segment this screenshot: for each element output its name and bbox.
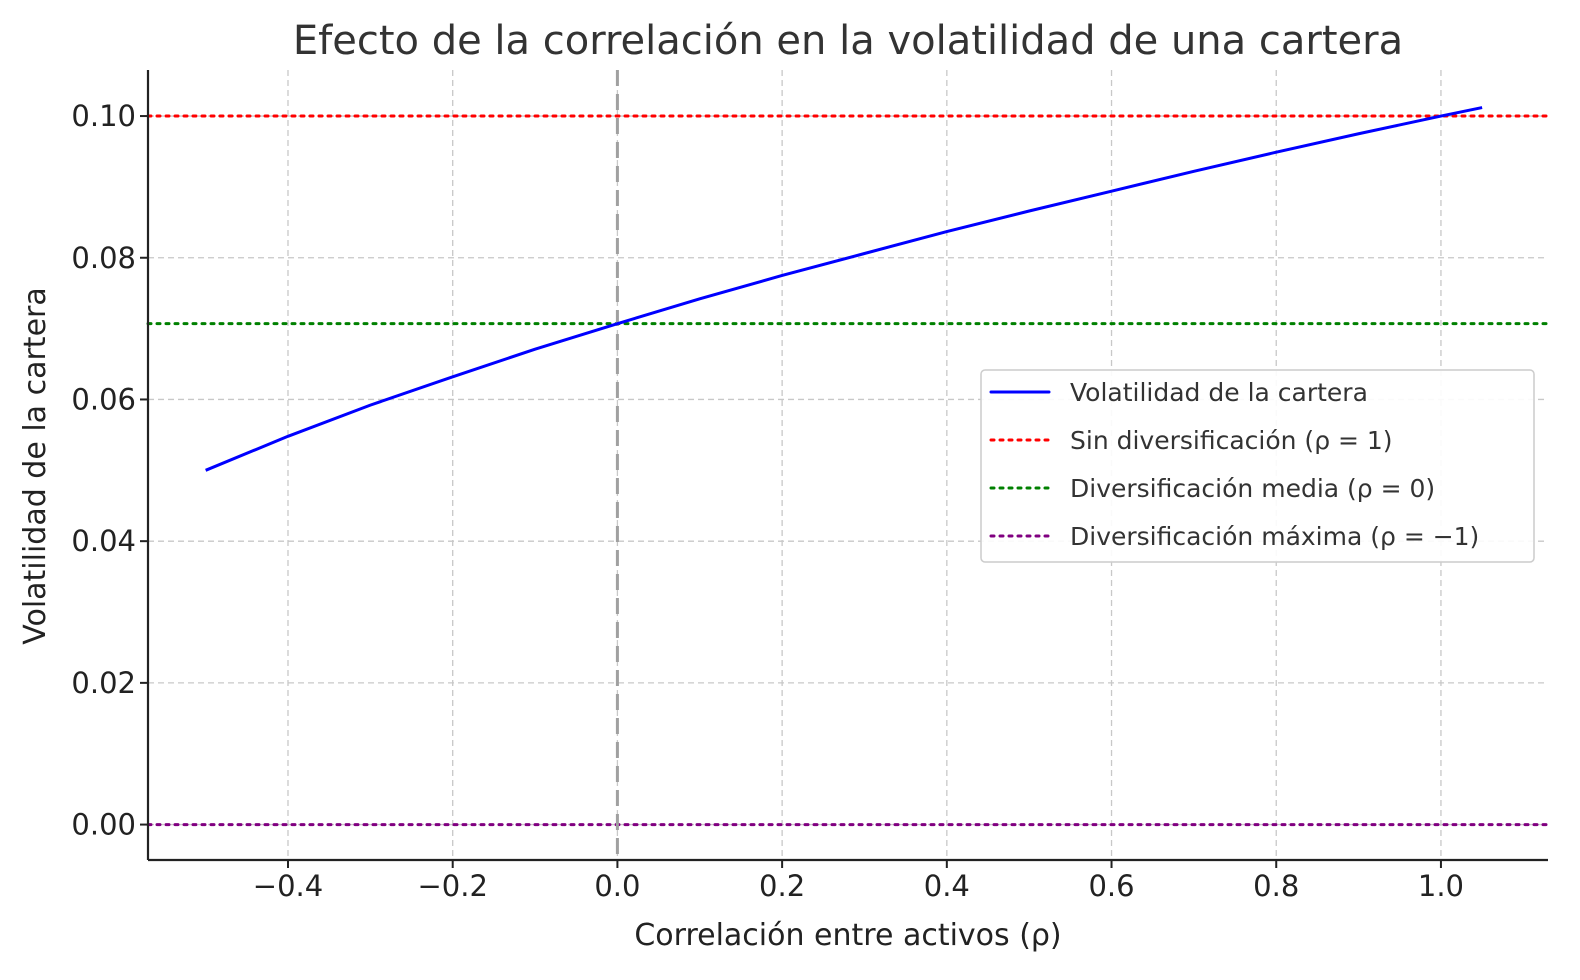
y-tick-label-5: 0.10: [71, 99, 136, 133]
x-tick-label-3: 0.2: [759, 869, 805, 903]
x-axis-label: Correlación entre activos (ρ): [634, 918, 1061, 953]
legend-box: [980, 369, 1535, 563]
y-tick-label-4: 0.08: [71, 241, 136, 275]
y-tick-label-2: 0.04: [71, 524, 136, 558]
chart-title: Efecto de la correlación en la volatilid…: [293, 18, 1403, 64]
legend-label-3: Diversificación máxima (ρ = −1): [1070, 522, 1479, 551]
series-lines: [205, 106, 1483, 472]
x-tick-label-6: 0.8: [1253, 869, 1299, 903]
y-tick-label-1: 0.02: [71, 666, 136, 700]
y-ticks: 0.00 0.02 0.04 0.06 0.08 0.10: [71, 99, 148, 842]
legend: Volatilidad de la cartera Sin diversifica…: [980, 369, 1535, 563]
y-tick-label-3: 0.06: [71, 382, 136, 416]
x-tick-label-1: −0.2: [417, 869, 487, 903]
x-tick-label-2: 0.0: [594, 869, 640, 903]
legend-label-1: Sin diversificación (ρ = 1): [1070, 426, 1393, 455]
axes: [146, 70, 1548, 862]
x-tick-label-7: 1.0: [1418, 869, 1464, 903]
y-axis-label: Volatilidad de la cartera: [18, 287, 53, 644]
x-tick-label-0: −0.4: [253, 869, 323, 903]
legend-label-0: Volatilidad de la cartera: [1070, 378, 1368, 407]
y-tick-label-0: 0.00: [71, 808, 136, 842]
legend-label-2: Diversificación media (ρ = 0): [1070, 474, 1435, 503]
x-tick-label-4: 0.4: [924, 869, 970, 903]
x-ticks: −0.4 −0.2 0.0 0.2 0.4 0.6 0.8 1.0: [253, 860, 1464, 903]
x-tick-label-5: 0.6: [1088, 869, 1134, 903]
series-line-0: [205, 106, 1483, 472]
reference-lines: [146, 114, 1550, 827]
